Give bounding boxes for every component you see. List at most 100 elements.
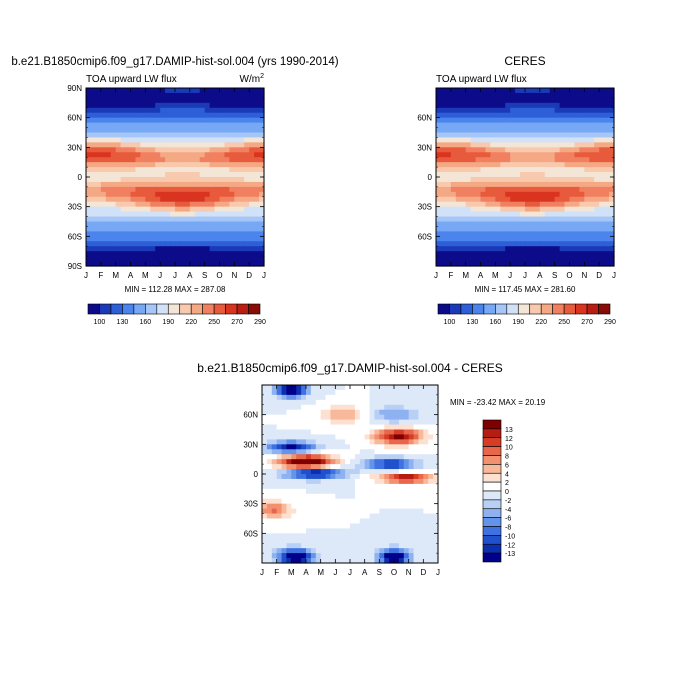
panel-ceres-cell xyxy=(579,137,585,143)
panel-diff-cell xyxy=(428,434,434,440)
panel-model-cell xyxy=(135,177,141,183)
panel-diff-cell xyxy=(320,543,327,549)
panel-model-cell xyxy=(115,132,122,139)
panel-ceres-cell xyxy=(490,132,496,139)
panel-diff-cell xyxy=(286,469,292,475)
panel-diff-cell xyxy=(384,389,390,396)
panel-ceres-cell xyxy=(510,241,516,247)
panel-diff-cell xyxy=(394,508,400,515)
panel-diff-cell xyxy=(310,488,317,495)
panel-model-cell xyxy=(209,231,216,237)
panel-diff-cell xyxy=(369,498,376,505)
panel-diff-cell xyxy=(320,478,327,485)
panel-diff-cell xyxy=(423,414,429,421)
panel-model-cell xyxy=(229,236,235,242)
panel-diff-cell xyxy=(394,434,400,440)
panel-model-cell xyxy=(135,88,141,94)
panel-diff-cell xyxy=(359,454,366,460)
panel-ceres-cell xyxy=(604,251,610,257)
panel-ceres-cell xyxy=(534,177,541,183)
panel-model-cell xyxy=(86,102,92,109)
panel-model-cell xyxy=(204,142,211,148)
panel-diff-cell xyxy=(379,543,385,549)
panel-diff-cell xyxy=(320,538,327,544)
panel-diff-cell xyxy=(433,399,439,406)
panel-ceres-cell xyxy=(490,92,496,99)
panel-ceres-cell xyxy=(510,157,516,163)
panel-diff-cell xyxy=(379,444,385,450)
panel-ceres-cell xyxy=(465,172,472,178)
panel-ceres-cell xyxy=(559,147,566,153)
panel-model-cell xyxy=(239,92,245,99)
panel-ceres-cell xyxy=(594,127,600,134)
panel-model-cell xyxy=(194,122,201,129)
panel-diff-cell xyxy=(359,518,366,525)
panel-model-cell xyxy=(194,142,201,148)
panel-diff-cell xyxy=(266,419,273,426)
panel-model-cell xyxy=(110,162,117,168)
panel-model-cell xyxy=(209,172,216,178)
panel-ceres-cell xyxy=(544,206,551,213)
panel-ceres-cell xyxy=(460,127,467,134)
panel-ceres-cell xyxy=(569,196,576,203)
panel-model-cell xyxy=(95,137,102,143)
panel-model-cell xyxy=(175,231,181,237)
panel-ceres-cell xyxy=(485,102,491,109)
panel-model-cell xyxy=(86,157,92,163)
panel-diff-cell xyxy=(354,409,361,416)
panel-ceres-cell xyxy=(470,211,477,218)
panel-ceres-cell xyxy=(564,236,571,242)
panel-model-cell xyxy=(254,246,260,252)
panel-diff-cell xyxy=(262,543,268,549)
panel-model-cell xyxy=(224,127,230,134)
panel-model-cell xyxy=(145,206,151,213)
panel-model-cell xyxy=(115,97,122,104)
panel-ceres-cell xyxy=(569,92,576,99)
panel-model-cell xyxy=(224,261,230,267)
panel-diff-cell xyxy=(276,469,283,475)
panel-ceres-cell xyxy=(579,88,585,94)
panel-model-cell xyxy=(120,112,127,119)
panel-diff-cell xyxy=(398,488,405,495)
panel-model-cell xyxy=(145,231,151,237)
panel-model-cell xyxy=(155,201,161,208)
panel-model-cell xyxy=(254,97,260,104)
panel-ceres-cell xyxy=(534,142,541,148)
panel-ceres-cell xyxy=(554,152,561,158)
panel-model-cell xyxy=(189,206,196,213)
panel-ceres-cell xyxy=(500,206,506,213)
panel-ceres-cell xyxy=(500,92,506,99)
panel-ceres-cell xyxy=(436,132,442,139)
panel-diff-cell xyxy=(389,533,395,539)
panel-model-cell xyxy=(170,97,176,104)
panel-diff-cell xyxy=(350,474,356,480)
panel-diff-cell xyxy=(335,518,341,525)
panel-model-cell xyxy=(120,241,127,247)
panel-ceres-cell xyxy=(460,236,467,242)
panel-ceres-cell xyxy=(495,181,501,188)
panel-ceres-cell xyxy=(440,241,447,247)
panel-model-cell xyxy=(224,256,230,262)
panel-ceres-cell xyxy=(584,157,590,163)
panel-model-cell xyxy=(150,157,156,163)
panel-ceres-cell xyxy=(450,162,457,168)
panel-model-cell xyxy=(130,162,137,168)
panel-model-cell xyxy=(204,191,211,198)
panel-ceres-cell xyxy=(529,256,536,262)
panel-diff-cell xyxy=(408,533,415,539)
panel-ceres-cell xyxy=(470,122,477,129)
panel-diff-cell xyxy=(276,394,283,401)
panel-ceres-cell xyxy=(539,201,546,208)
panel-ceres-cell xyxy=(515,196,521,203)
panel-model-cell xyxy=(115,117,122,124)
panel-model-cell xyxy=(100,216,107,223)
panel-ceres-cell xyxy=(564,201,571,208)
panel-diff-cell xyxy=(266,434,273,440)
panel-diff-cell xyxy=(315,548,322,554)
panel-model-cell xyxy=(115,112,122,119)
panel-diff-cell xyxy=(345,474,351,480)
panel-ceres-cell xyxy=(460,191,467,198)
panel-ceres-cell xyxy=(529,196,536,203)
panel-model-cell xyxy=(95,122,102,129)
